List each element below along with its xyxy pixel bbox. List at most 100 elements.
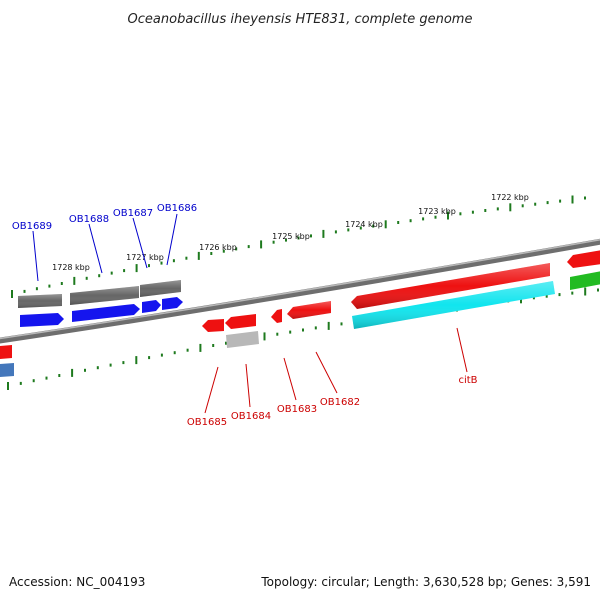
scale-minor-tick (160, 353, 163, 357)
scale-major-tick (135, 264, 138, 273)
scale-minor-tick (340, 322, 343, 326)
scale-minor-tick (84, 368, 86, 372)
scale-major-tick (327, 321, 330, 330)
scale-major-tick (11, 290, 13, 298)
scale-minor-tick (459, 212, 462, 216)
label-ob1685[interactable]: OB1685 (187, 417, 227, 428)
feature-red-ob1684[interactable] (225, 314, 256, 329)
scale-minor-tick (186, 348, 189, 352)
scale-minor-tick (297, 236, 300, 240)
scale-minor-tick (173, 351, 176, 355)
scale-minor-tick (148, 264, 150, 268)
scale-minor-tick (372, 224, 375, 228)
scale-minor-tick (496, 207, 499, 211)
scale-minor-tick (584, 196, 586, 200)
scale-major-tick (447, 211, 449, 220)
scale-minor-tick (19, 381, 22, 385)
scale-minor-tick (347, 228, 350, 232)
label-ob1683[interactable]: OB1683 (277, 404, 317, 415)
scale-major-tick (7, 382, 9, 390)
scale-minor-tick (160, 261, 163, 265)
feature-red[interactable] (567, 250, 600, 268)
scale-labels: 1722 kbp 1723 kbp 1724 kbp 1725 kbp 1726… (52, 193, 529, 272)
scale-minor-tick (534, 202, 537, 206)
gene-labels: OB1689 OB1688 OB1687 OB1686 OB1685 OB168… (12, 203, 478, 428)
scale-ticks-bottom (7, 287, 599, 390)
scale-minor-tick (235, 247, 238, 251)
scale-minor-tick (359, 226, 362, 230)
scale-major-tick (322, 229, 325, 238)
scale-minor-tick (148, 356, 151, 360)
scale-minor-tick (272, 240, 275, 244)
scale-minor-tick (247, 245, 250, 249)
scale-minor-tick (85, 276, 88, 280)
feature-red[interactable] (0, 345, 12, 359)
scale-minor-tick (276, 332, 279, 336)
scale-minor-tick (210, 252, 213, 255)
scale-minor-tick (48, 284, 51, 288)
scale-minor-tick (98, 274, 101, 278)
map-title: Oceanobacillus iheyensis HTE831, complet… (128, 12, 473, 27)
scale-minor-tick (484, 209, 487, 212)
scale-minor-tick (597, 288, 599, 292)
scale-major-tick (260, 240, 263, 249)
scale-minor-tick (32, 379, 35, 383)
scale-major-tick (135, 356, 138, 365)
scale-major-tick (509, 203, 512, 212)
scale-minor-tick (123, 269, 126, 273)
scale-minor-tick (122, 361, 125, 365)
feature-red-ob1685[interactable] (202, 319, 224, 332)
scale-major-tick (584, 287, 587, 296)
label-ob1688[interactable]: OB1688 (69, 214, 109, 225)
feature-blue-ob1688[interactable] (72, 304, 140, 322)
feature-blue-ob1686[interactable] (162, 297, 183, 310)
feature-shading (18, 263, 555, 329)
label-ob1687[interactable]: OB1687 (113, 208, 153, 219)
scale-label-1726: 1726 kbp (199, 243, 237, 252)
scale-minor-tick (334, 230, 337, 234)
feature-gray-light[interactable] (226, 331, 259, 348)
scale-minor-tick (222, 249, 225, 253)
scale-minor-tick (60, 282, 63, 285)
label-leaders (32, 213, 468, 414)
scale-label-1727: 1727 kbp (126, 253, 164, 262)
scale-minor-tick (310, 234, 312, 238)
feature-red-ob1683[interactable] (271, 309, 282, 323)
feature-blue-ob1687[interactable] (142, 300, 161, 313)
scale-label-1722: 1722 kbp (491, 193, 529, 202)
scale-minor-tick (212, 344, 215, 347)
scale-minor-tick (314, 326, 317, 330)
scale-minor-tick (434, 215, 437, 219)
scale-major-tick (73, 276, 76, 285)
scale-minor-tick (545, 294, 548, 298)
scale-minor-tick (110, 271, 113, 275)
feature-green[interactable] (570, 271, 600, 290)
scale-label-1724: 1724 kbp (345, 220, 383, 229)
label-ob1689[interactable]: OB1689 (12, 221, 52, 232)
scale-minor-tick (96, 366, 99, 370)
label-ob1682[interactable]: OB1682 (320, 397, 360, 408)
feature-blue-ob1689[interactable] (20, 313, 64, 327)
scale-minor-tick (422, 217, 425, 221)
accession-text: Accession: NC_004193 (9, 575, 145, 589)
label-ob1684[interactable]: OB1684 (231, 411, 271, 422)
scale-major-tick (197, 251, 200, 260)
scale-minor-tick (289, 330, 292, 334)
genome-summary-text: Topology: circular; Length: 3,630,528 bp… (260, 575, 591, 589)
scale-label-1725: 1725 kbp (272, 232, 310, 241)
feature-steel[interactable] (0, 363, 14, 377)
scale-minor-tick (172, 259, 175, 263)
label-ob1686[interactable]: OB1686 (157, 203, 197, 214)
scale-minor-tick (521, 204, 524, 208)
scale-minor-tick (23, 289, 26, 293)
scale-minor-tick (185, 256, 188, 260)
scale-major-tick (384, 220, 387, 229)
label-citb[interactable]: citB (458, 375, 477, 386)
scale-minor-tick (302, 328, 304, 332)
scale-minor-tick (409, 219, 412, 223)
scale-minor-tick (397, 221, 400, 224)
scale-minor-tick (558, 293, 561, 297)
scale-minor-tick (285, 238, 287, 242)
scale-major-tick (199, 343, 202, 352)
